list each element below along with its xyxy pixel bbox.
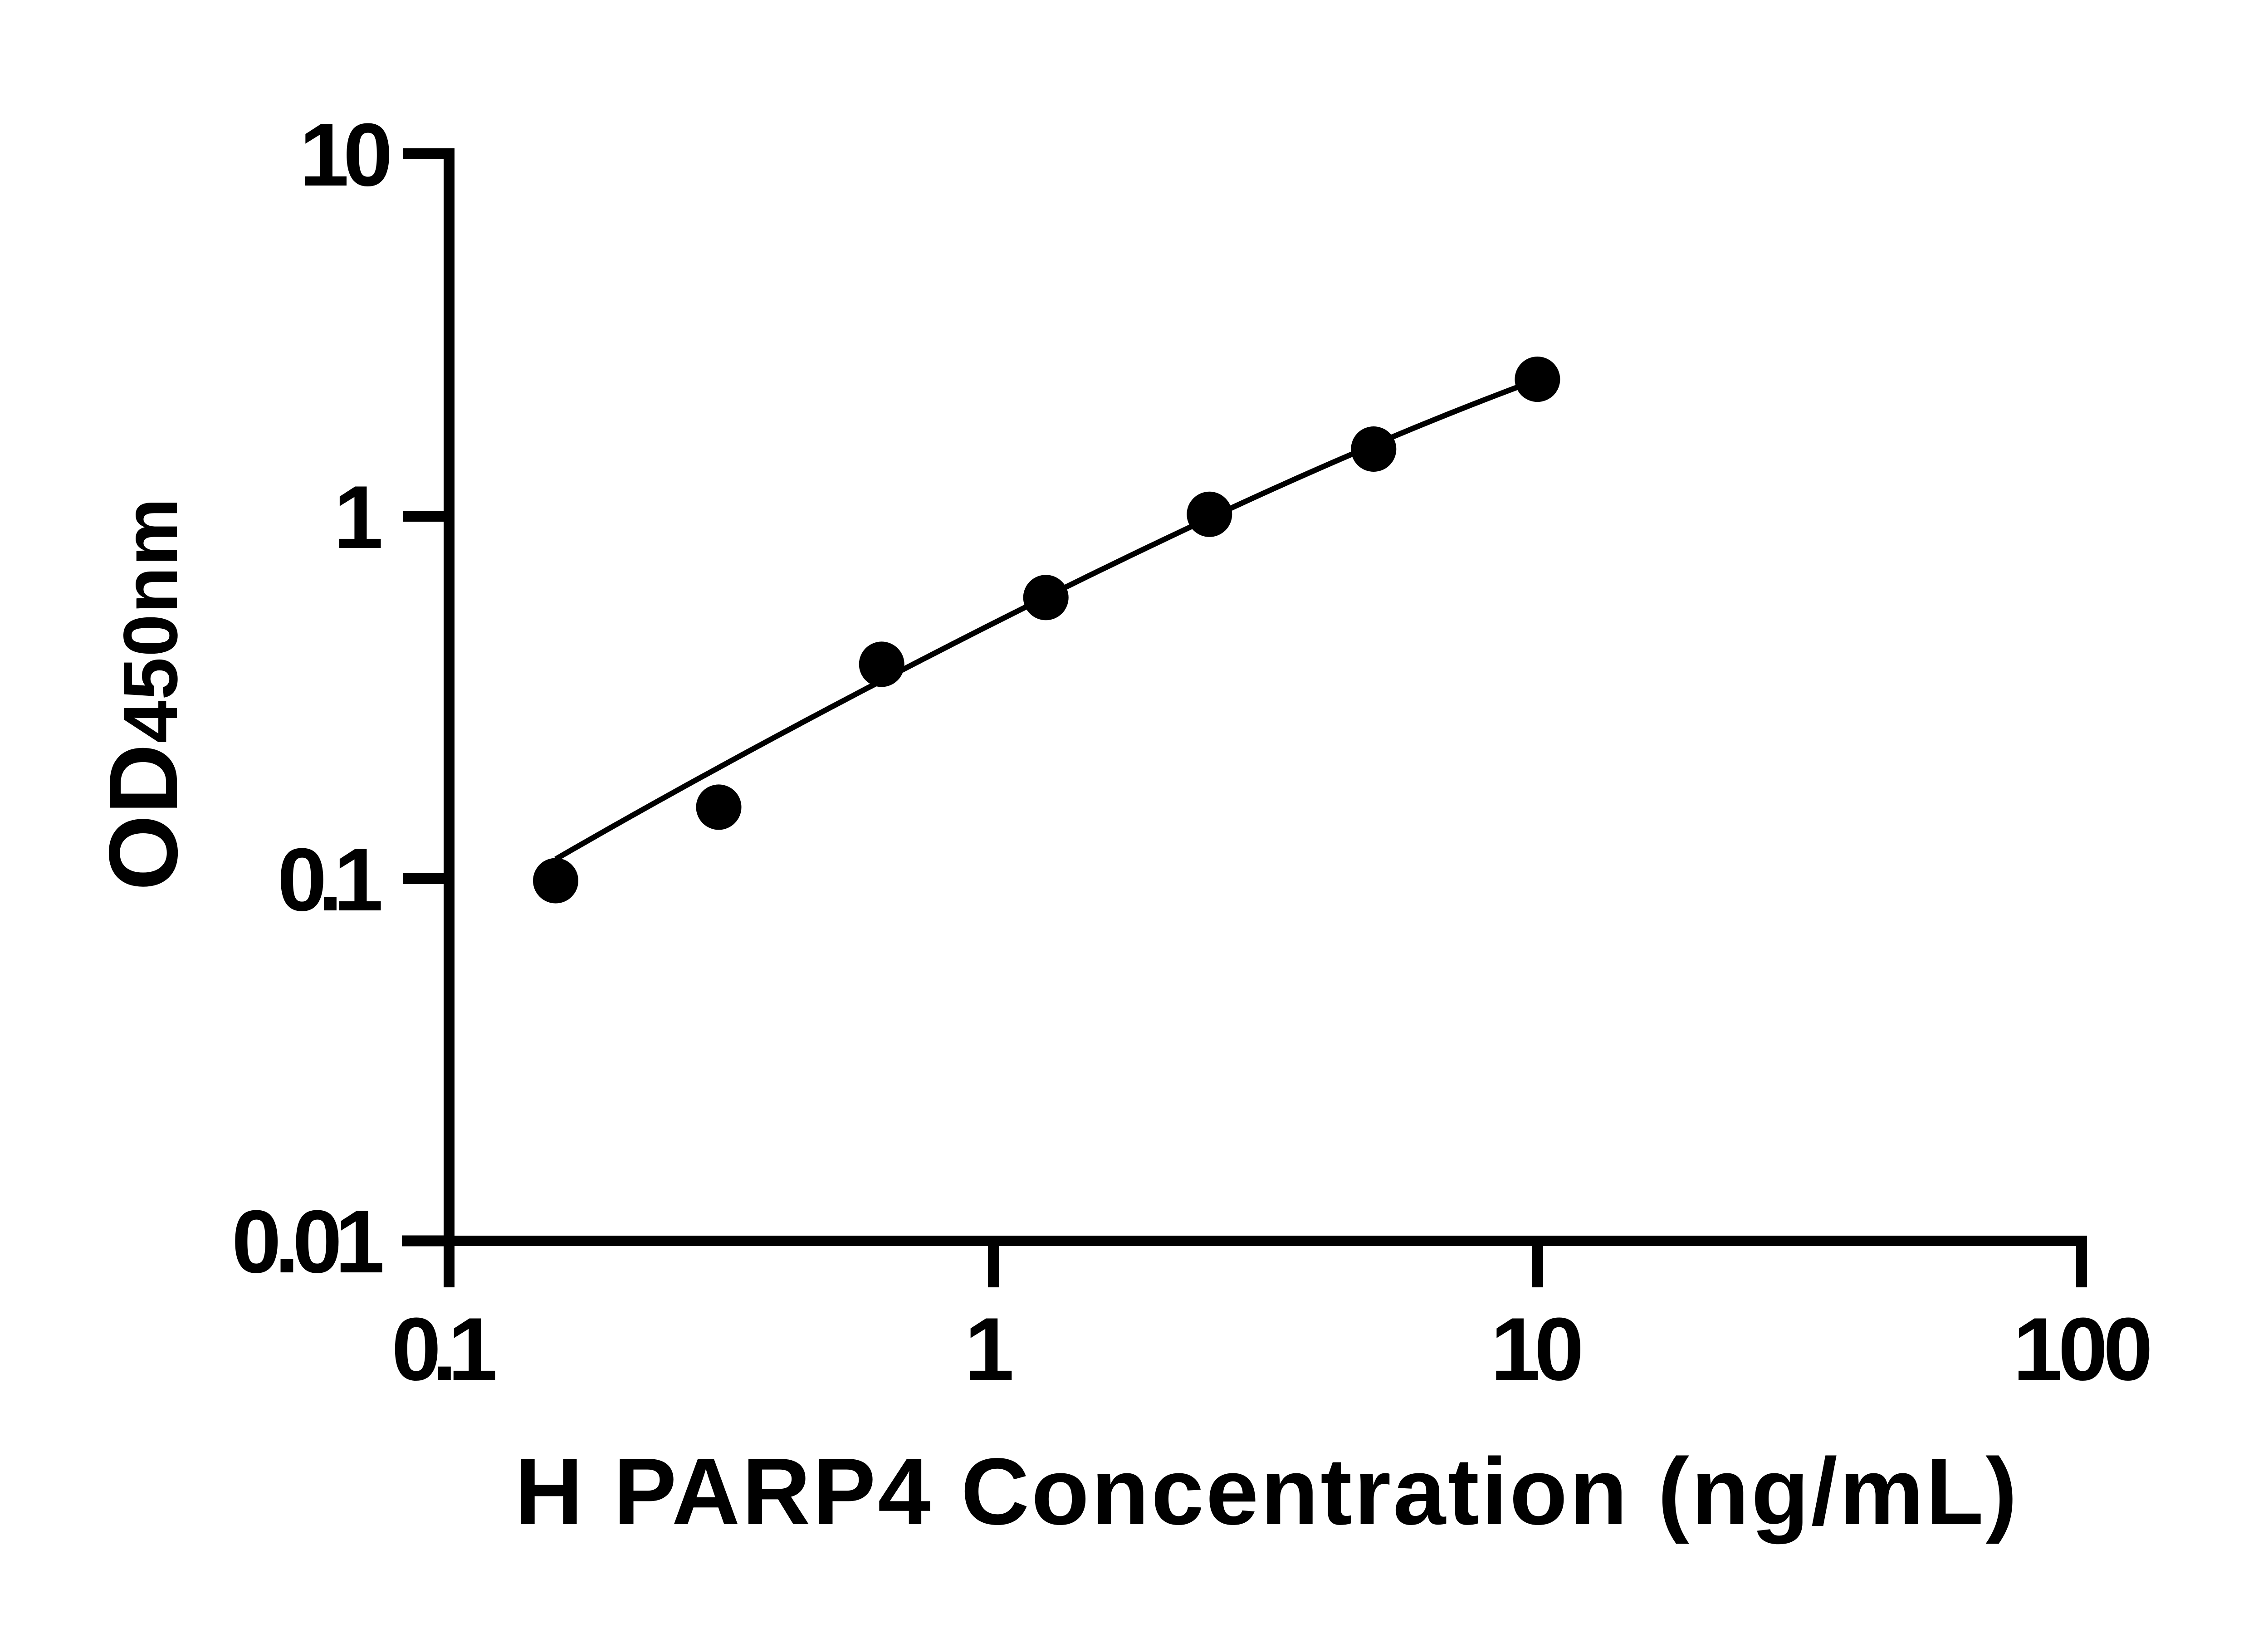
svg-text:10: 10 [1491, 1299, 1584, 1399]
svg-text:1: 1 [333, 467, 383, 567]
svg-text:1: 1 [964, 1299, 1014, 1399]
svg-text:H PARP4 Concentration (ng/mL): H PARP4 Concentration (ng/mL) [515, 1439, 2019, 1545]
svg-text:10: 10 [299, 105, 393, 205]
svg-text:OD450nm: OD450nm [88, 497, 198, 890]
svg-text:0.01: 0.01 [232, 1192, 385, 1291]
svg-text:0.1: 0.1 [391, 1299, 498, 1399]
svg-text:100: 100 [2013, 1299, 2153, 1399]
svg-text:0.1: 0.1 [277, 830, 383, 929]
